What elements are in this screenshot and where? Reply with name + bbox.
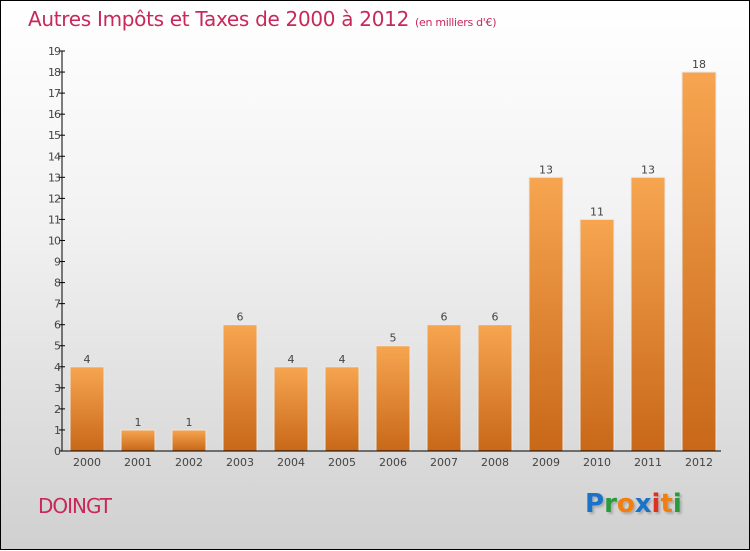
y-tick-label-1: 1 xyxy=(54,424,60,437)
data-label-2002: 1 xyxy=(186,416,193,429)
bar-2006 xyxy=(375,345,411,452)
logo-letter: i xyxy=(651,489,661,519)
data-label-2001: 1 xyxy=(135,416,142,429)
bar-2004 xyxy=(273,366,309,452)
data-label-2000: 4 xyxy=(84,353,91,366)
data-label-2005: 4 xyxy=(339,353,346,366)
data-label-2004: 4 xyxy=(288,353,295,366)
title-text: Autres Impôts et Taxes de 2000 à 2012 xyxy=(28,7,409,31)
data-label-2006: 5 xyxy=(390,332,397,345)
y-tick-label-16: 16 xyxy=(48,108,61,121)
x-tick-label-2012: 2012 xyxy=(685,456,713,469)
x-tick-label-2003: 2003 xyxy=(226,456,254,469)
x-tick-label-2008: 2008 xyxy=(481,456,509,469)
logo-letter: r xyxy=(604,489,617,519)
x-tick-label-2009: 2009 xyxy=(532,456,560,469)
logo-letter: x xyxy=(634,489,652,519)
y-tick-label-11: 11 xyxy=(48,213,60,226)
data-label-2003: 6 xyxy=(237,311,244,324)
y-tick-label-10: 10 xyxy=(48,234,61,247)
x-tick-label-2000: 2000 xyxy=(73,456,101,469)
bar-2011 xyxy=(630,176,666,452)
y-tick-label-5: 5 xyxy=(54,340,61,353)
y-tick-label-19: 19 xyxy=(48,45,61,58)
y-tick-label-12: 12 xyxy=(48,192,60,205)
data-label-2010: 11 xyxy=(590,205,604,218)
bar-2000 xyxy=(69,366,105,452)
x-tick-label-2002: 2002 xyxy=(175,456,203,469)
x-tick-label-2006: 2006 xyxy=(379,456,407,469)
x-tick-label-2005: 2005 xyxy=(328,456,356,469)
y-tick-label-0: 0 xyxy=(54,445,61,458)
chart-title: Autres Impôts et Taxes de 2000 à 2012 (en… xyxy=(28,7,496,31)
y-tick-label-7: 7 xyxy=(54,298,61,311)
bar-2012 xyxy=(681,71,717,452)
data-label-2012: 18 xyxy=(692,58,706,71)
bar-2003 xyxy=(222,324,258,452)
x-tick-label-2004: 2004 xyxy=(277,456,305,469)
chart-subtitle: (en milliers d'€) xyxy=(415,16,497,29)
bar-2007 xyxy=(426,324,462,452)
bar-2008 xyxy=(477,324,513,452)
data-label-2009: 13 xyxy=(539,163,553,176)
data-label-2007: 6 xyxy=(441,311,448,324)
y-tick-label-8: 8 xyxy=(54,277,61,290)
x-tick-label-2007: 2007 xyxy=(430,456,458,469)
logo-letter: t xyxy=(660,489,673,519)
bar-2001 xyxy=(120,429,156,452)
y-tick-label-4: 4 xyxy=(54,361,61,374)
bar-2009 xyxy=(528,176,564,452)
data-label-2008: 6 xyxy=(492,311,499,324)
data-label-2011: 13 xyxy=(641,163,655,176)
y-tick-label-18: 18 xyxy=(48,66,61,79)
bar-2005 xyxy=(324,366,360,452)
y-tick-label-6: 6 xyxy=(54,319,61,332)
logo-letter: i xyxy=(672,489,682,519)
x-tick-label-2001: 2001 xyxy=(124,456,152,469)
y-tick-label-14: 14 xyxy=(48,150,61,163)
y-tick-label-13: 13 xyxy=(48,171,61,184)
proxiti-logo: Proxiti xyxy=(585,489,682,519)
y-tick-label-2: 2 xyxy=(54,403,60,416)
bar-2010 xyxy=(579,218,615,452)
y-tick-label-9: 9 xyxy=(54,256,61,269)
bar-2002 xyxy=(171,429,207,452)
logo-letter: o xyxy=(616,489,635,519)
y-tick-label-3: 3 xyxy=(54,382,61,395)
logo-letter: P xyxy=(585,489,605,519)
town-name: DOINGT xyxy=(38,494,112,518)
y-tick-label-15: 15 xyxy=(48,129,61,142)
x-tick-label-2010: 2010 xyxy=(583,456,611,469)
x-tick-label-2011: 2011 xyxy=(634,456,662,469)
y-tick-label-17: 17 xyxy=(48,87,61,100)
